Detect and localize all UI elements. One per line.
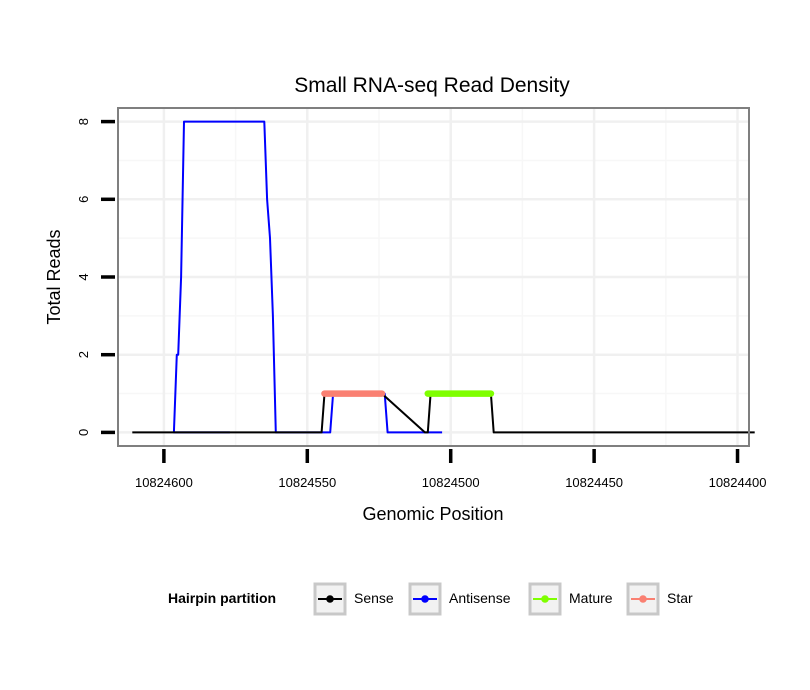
legend-title: Hairpin partition [168, 590, 276, 606]
y-tick-label: 2 [76, 351, 91, 358]
y-tick-label: 4 [76, 273, 91, 280]
legend-label: Sense [354, 590, 394, 606]
series-line-sense [132, 392, 755, 434]
legend-label: Star [667, 590, 693, 606]
y-tick-label: 6 [76, 196, 91, 203]
x-axis: 10824600 10824550 10824500 10824450 10824400 [135, 449, 766, 490]
series-layer [132, 120, 755, 434]
x-tick-label: 10824450 [565, 475, 623, 490]
y-axis-label: Total Reads [44, 229, 64, 324]
x-tick-label: 10824400 [709, 475, 767, 490]
legend-label: Mature [569, 590, 613, 606]
x-tick-label: 10824500 [422, 475, 480, 490]
plot-border [117, 107, 750, 447]
legend-key-point [421, 595, 429, 603]
x-axis-label: Genomic Position [362, 504, 503, 524]
gridlines [118, 108, 749, 446]
x-tick-label: 10824550 [278, 475, 336, 490]
y-tick-label: 8 [76, 118, 91, 125]
legend: Hairpin partition Sense Antisense Mature St… [168, 582, 693, 616]
y-axis: 0 2 4 6 8 [76, 118, 115, 436]
y-tick-label: 0 [76, 429, 91, 436]
legend-key-point [326, 595, 334, 603]
legend-label: Antisense [449, 590, 511, 606]
x-tick-label: 10824600 [135, 475, 193, 490]
legend-key-point [541, 595, 549, 603]
chart-title: Small RNA-seq Read Density [294, 74, 570, 97]
series-line-antisense [172, 120, 443, 434]
legend-key-point [639, 595, 647, 603]
